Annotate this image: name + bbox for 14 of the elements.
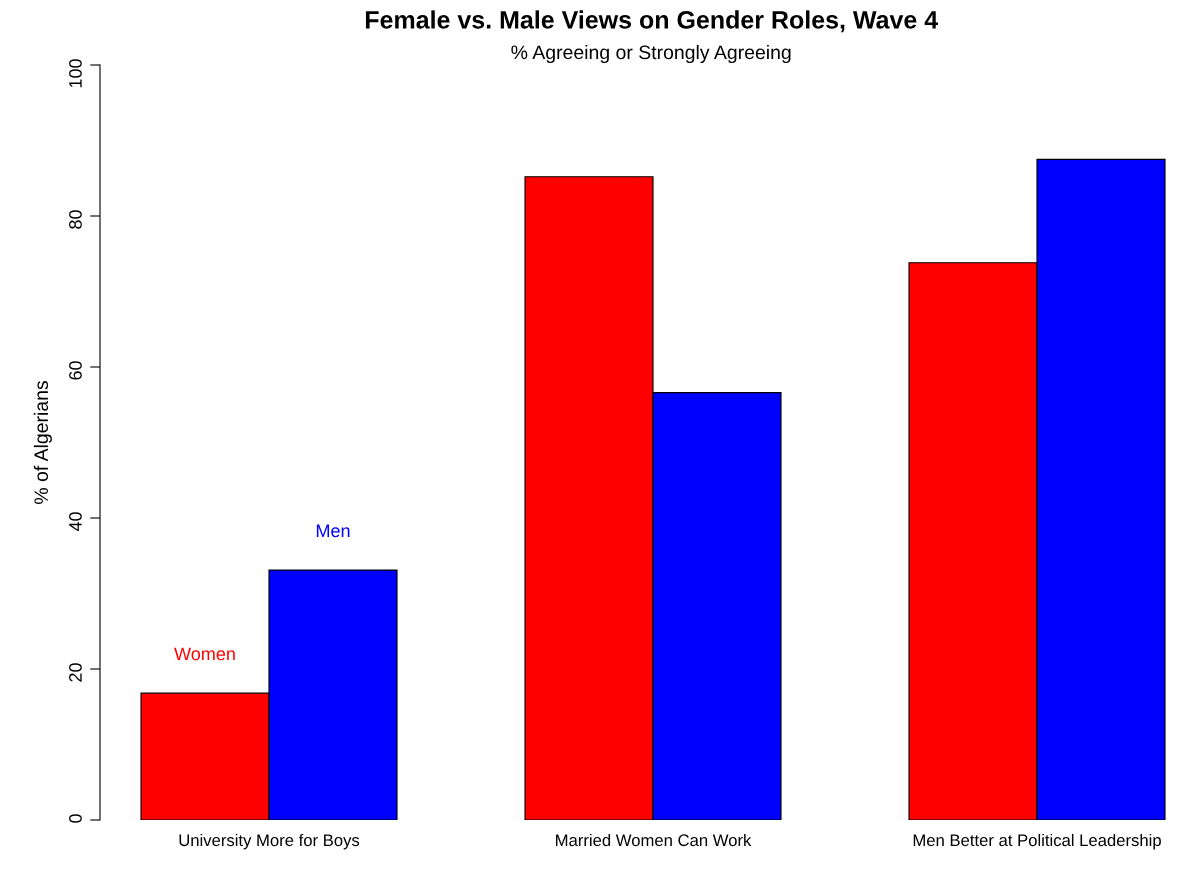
y-tick-label: 0 — [69, 814, 82, 823]
chart-title: Female vs. Male Views on Gender Roles, Wave 4 — [365, 10, 939, 33]
y-axis-title: % of Algerians — [33, 381, 52, 504]
series-label: Women — [174, 647, 235, 661]
chart-subtitle: % Agreeing or Strongly Agreeing — [511, 44, 791, 64]
x-tick-label: Men Better at Political Leadership — [913, 833, 1161, 850]
y-tick-label: 20 — [69, 663, 82, 682]
y-tick-label: 40 — [69, 512, 82, 532]
series-label: Men — [316, 524, 350, 538]
y-tick-label: 60 — [69, 361, 82, 380]
x-tick-label: University More for Boys — [179, 833, 360, 850]
y-tick-label: 80 — [69, 210, 82, 229]
x-tick-label: Married Women Can Work — [556, 833, 752, 847]
y-tick-label: 100 — [69, 59, 82, 88]
